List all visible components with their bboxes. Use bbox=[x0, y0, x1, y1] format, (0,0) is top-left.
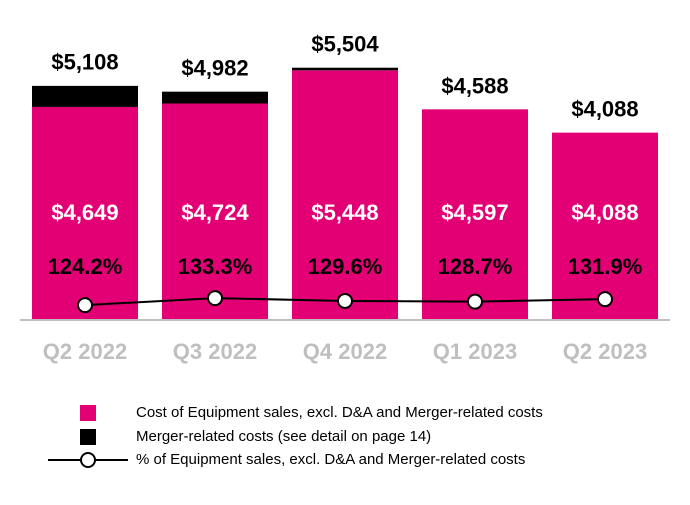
x-tick-label: Q4 2022 bbox=[303, 339, 387, 364]
bar-cost bbox=[422, 109, 528, 320]
total-label: $5,504 bbox=[311, 32, 379, 57]
line-marker bbox=[597, 291, 613, 308]
bar-cost bbox=[32, 106, 138, 320]
percent-label: 128.7% bbox=[438, 254, 513, 279]
x-tick-label: Q1 2023 bbox=[433, 339, 517, 364]
bar-merger bbox=[162, 91, 268, 104]
cost-label: $4,088 bbox=[571, 200, 638, 225]
legend-label: Merger-related costs (see detail on page… bbox=[136, 428, 431, 445]
total-label: $4,088 bbox=[571, 96, 638, 121]
line-marker bbox=[467, 293, 483, 310]
percent-label: 129.6% bbox=[308, 254, 383, 279]
total-label: $4,588 bbox=[441, 74, 508, 99]
bar-cost bbox=[162, 103, 268, 320]
total-label: $4,982 bbox=[181, 55, 248, 80]
x-tick-label: Q3 2022 bbox=[173, 339, 257, 364]
total-label: $5,108 bbox=[51, 50, 118, 75]
bar-merger bbox=[32, 85, 138, 107]
cost-label: $4,649 bbox=[51, 200, 118, 225]
legend-swatch bbox=[80, 405, 96, 421]
percent-label: 133.3% bbox=[178, 254, 253, 279]
legend-marker bbox=[80, 452, 96, 468]
bar-cost bbox=[552, 132, 658, 320]
line-marker bbox=[77, 297, 93, 314]
legend-label: % of Equipment sales, excl. D&A and Merg… bbox=[136, 451, 525, 468]
legend-swatch bbox=[80, 429, 96, 445]
x-tick-label: Q2 2022 bbox=[43, 339, 127, 364]
percent-label: 124.2% bbox=[48, 254, 123, 279]
x-tick-label: Q2 2023 bbox=[563, 339, 647, 364]
cost-label: $5,448 bbox=[311, 200, 378, 225]
line-marker bbox=[207, 290, 223, 307]
percent-label: 131.9% bbox=[568, 254, 643, 279]
cost-label: $4,724 bbox=[181, 200, 249, 225]
bar-merger bbox=[292, 67, 398, 71]
bar-cost bbox=[292, 70, 398, 320]
line-marker bbox=[337, 292, 353, 309]
legend-label: Cost of Equipment sales, excl. D&A and M… bbox=[136, 404, 543, 421]
cost-label: $4,597 bbox=[441, 200, 508, 225]
